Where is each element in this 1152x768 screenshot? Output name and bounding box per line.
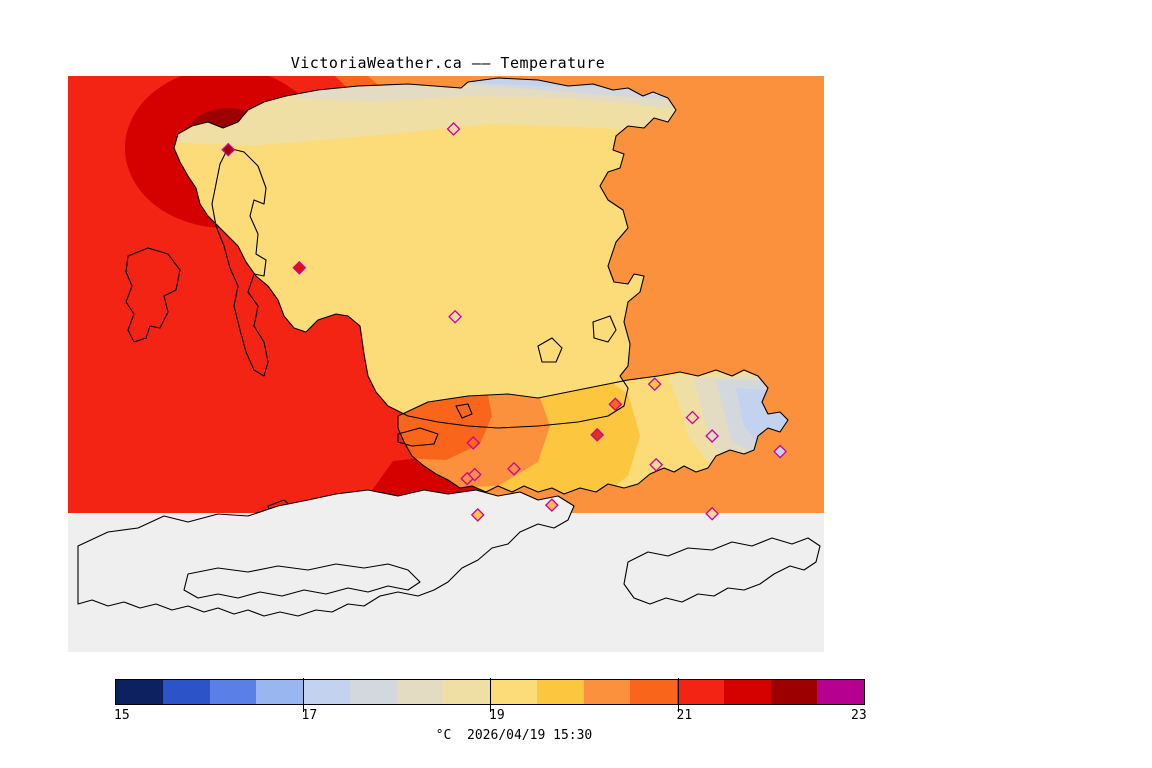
station-marker[interactable] — [608, 397, 623, 412]
colorbar-label-17: 17 — [301, 708, 318, 723]
colorbar-swatch-1 — [162, 680, 210, 704]
colorbar-swatch-0 — [116, 680, 163, 704]
colorbar-caption: °C 2026/04/19 15:30 — [435, 728, 593, 743]
coastline-layer — [77, 77, 821, 617]
colorbar-swatch-7 — [443, 680, 490, 704]
station-marker[interactable] — [773, 444, 788, 459]
temperature-colorbar[interactable] — [115, 679, 865, 705]
station-marker[interactable] — [590, 427, 605, 442]
colorbar-swatch-13 — [723, 680, 771, 704]
weather-station-layer[interactable] — [68, 76, 824, 652]
north-landmass-coastline — [173, 77, 677, 429]
station-marker[interactable] — [467, 467, 482, 482]
colorbar-swatch-3 — [256, 680, 303, 704]
west-inlet-coastline — [211, 147, 269, 377]
south-landmass-coastline — [397, 369, 789, 495]
inland-lake-2 — [537, 337, 563, 363]
colorbar-swatch-9 — [536, 680, 584, 704]
station-marker[interactable] — [647, 377, 662, 392]
colorbar-swatch-15 — [817, 680, 864, 704]
temperature-contour-layer — [68, 76, 824, 513]
station-marker[interactable] — [221, 142, 236, 157]
station-marker[interactable] — [544, 498, 559, 513]
station-marker[interactable] — [705, 429, 720, 443]
colorbar-swatch-11 — [630, 680, 677, 704]
colorbar-tick-21 — [677, 678, 679, 712]
colorbar-swatch-5 — [349, 680, 397, 704]
colorbar-tick-17 — [302, 678, 304, 712]
station-marker[interactable] — [466, 435, 481, 450]
colorbar-swatch-6 — [396, 680, 444, 704]
colorbar-swatch-12 — [677, 680, 724, 704]
south-continent-inner-coast — [183, 563, 421, 599]
inland-lake-3 — [592, 315, 617, 343]
colorbar-swatch-10 — [583, 680, 631, 704]
station-marker[interactable] — [649, 457, 664, 472]
colorbar-swatch-2 — [209, 680, 257, 704]
colorbar-label-23: 23 — [851, 708, 867, 723]
colorbar-label-19: 19 — [489, 708, 505, 723]
inland-lake-1 — [397, 427, 439, 447]
colorbar-label-15: 15 — [114, 708, 130, 723]
station-marker[interactable] — [470, 507, 485, 522]
islet-1 — [455, 403, 473, 419]
station-marker[interactable] — [448, 309, 462, 324]
south-continent-outline — [77, 489, 575, 617]
station-marker[interactable] — [507, 461, 521, 476]
west-island-coastline — [125, 247, 181, 343]
colorbar-label-21: 21 — [676, 708, 693, 723]
station-marker[interactable] — [446, 122, 461, 136]
colorbar-tick-19 — [490, 678, 491, 712]
colorbar-swatch-14 — [770, 680, 818, 704]
station-marker[interactable] — [292, 260, 307, 275]
colorbar-swatch-4 — [303, 680, 350, 704]
colorbar-container[interactable]: 15 17 19 21 23 — [114, 678, 867, 723]
colorbar-swatch-8 — [490, 680, 537, 704]
map-panel[interactable] — [68, 76, 824, 652]
page-title: VictoriaWeather.ca —— Temperature — [290, 54, 606, 72]
station-marker[interactable] — [685, 410, 700, 425]
south-continent-outline-east — [623, 537, 821, 605]
station-marker[interactable] — [705, 506, 720, 521]
